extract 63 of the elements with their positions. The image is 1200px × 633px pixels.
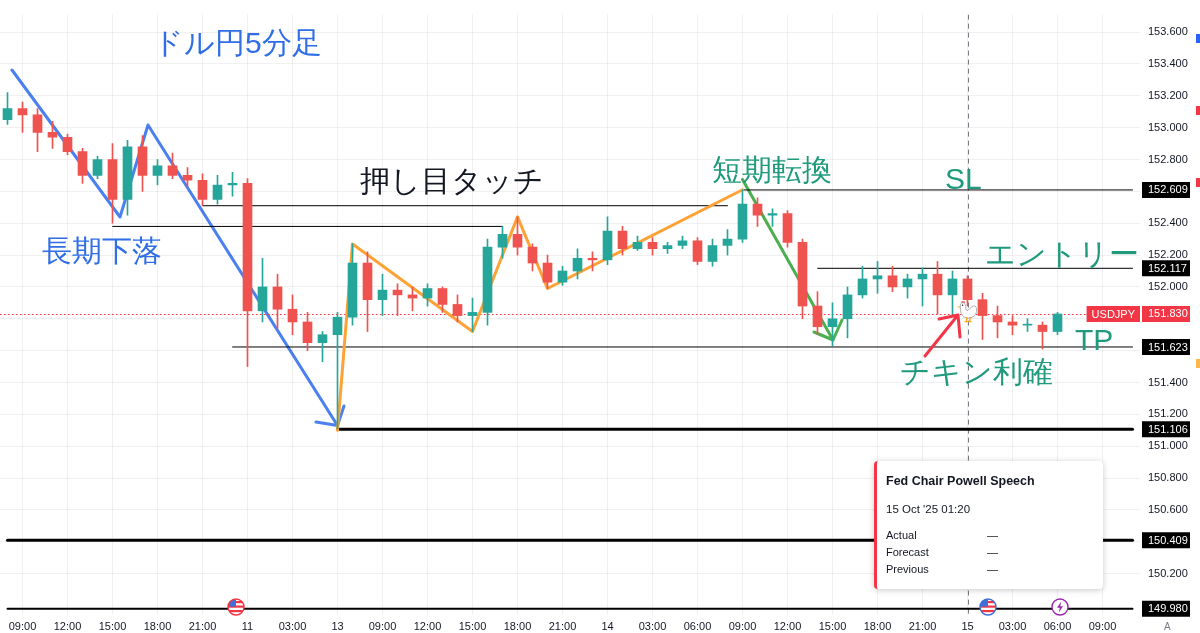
y-tick-label: 152.400	[1148, 216, 1188, 229]
x-tick-label: 12:00	[773, 619, 802, 632]
y-tick-label: 151.400	[1148, 375, 1188, 388]
x-tick-label: 09:00	[8, 619, 37, 632]
annotation: 押し目タッチ	[360, 164, 544, 198]
x-tick-label: 21:00	[908, 619, 937, 632]
data-label: 150.409	[1148, 533, 1188, 546]
annotation: SL	[945, 162, 982, 196]
x-tick-label: 12:00	[53, 619, 82, 632]
x-tick-label: 09:00	[1088, 619, 1117, 632]
data-label: 151.623	[1148, 340, 1188, 353]
ref-line-label: USDJPY	[1091, 307, 1136, 320]
x-tick-label: 09:00	[728, 619, 757, 632]
x-tick-label: 06:00	[1043, 619, 1072, 632]
x-tick-label: 12:00	[413, 619, 442, 632]
x-tick-label: 03:00	[998, 619, 1027, 632]
x-tick-label: 15	[961, 619, 974, 632]
y-tick-label: 150.800	[1148, 471, 1188, 484]
x-tick-label: 03:00	[638, 619, 667, 632]
x-tick-label: 18:00	[143, 619, 172, 632]
data-label: 152.609	[1148, 183, 1188, 196]
y-tick-label: 150.200	[1148, 566, 1188, 579]
y-tick-label: 151.200	[1148, 407, 1188, 420]
y-tick-label: 151.830	[1148, 307, 1188, 320]
y-tick-label: 153.200	[1148, 88, 1188, 101]
x-tick-label: 21:00	[188, 619, 217, 632]
y-tick-label: 151.000	[1148, 439, 1188, 452]
y-tick-label: 150.600	[1148, 502, 1188, 515]
annotation: 長期下落	[42, 234, 162, 268]
x-tick-label: 14	[601, 619, 614, 632]
x-tick-label: 18:00	[503, 619, 532, 632]
x-tick-label: 06:00	[683, 619, 712, 632]
data-label: 151.106	[1148, 422, 1188, 435]
y-tick-label: 153.400	[1148, 57, 1188, 69]
x-tick-label: 15:00	[818, 619, 847, 632]
x-tick-label: 11	[241, 619, 254, 632]
y-tick-label: 152.200	[1148, 248, 1188, 261]
x-tick-label: 13	[331, 619, 344, 632]
x-tick-label: 15:00	[98, 619, 127, 632]
data-label: 152.117	[1148, 261, 1187, 274]
annotation: チキン利確	[900, 355, 1053, 389]
y-tick-label: 152.800	[1148, 152, 1188, 165]
annotation: エントリー	[985, 237, 1139, 271]
x-tick-label: 03:00	[278, 619, 307, 632]
chart-title: ドル円5分足	[153, 26, 322, 60]
x-tick-label: 18:00	[863, 619, 892, 632]
annotation: —	[987, 563, 998, 575]
annotation: Forecast	[886, 546, 929, 558]
annotation: Previous	[886, 563, 929, 575]
annotation: —	[987, 546, 998, 558]
x-tick-label: 09:00	[368, 619, 397, 632]
annotation: —	[987, 529, 998, 541]
data-label: 149.980	[1148, 602, 1188, 615]
y-tick-label: 153.000	[1148, 120, 1188, 133]
text: A	[1164, 621, 1171, 633]
y-tick-label: 152.000	[1148, 279, 1188, 292]
annotation: Actual	[886, 529, 917, 541]
annotation: 短期転換	[712, 153, 832, 187]
x-tick-label: 15:00	[458, 619, 487, 632]
annotation: Fed Chair Powell Speech	[886, 474, 1035, 488]
y-tick-label: 153.600	[1148, 25, 1188, 38]
x-tick-label: 21:00	[548, 619, 577, 632]
annotation: 15 Oct '25 01:20	[886, 503, 971, 515]
